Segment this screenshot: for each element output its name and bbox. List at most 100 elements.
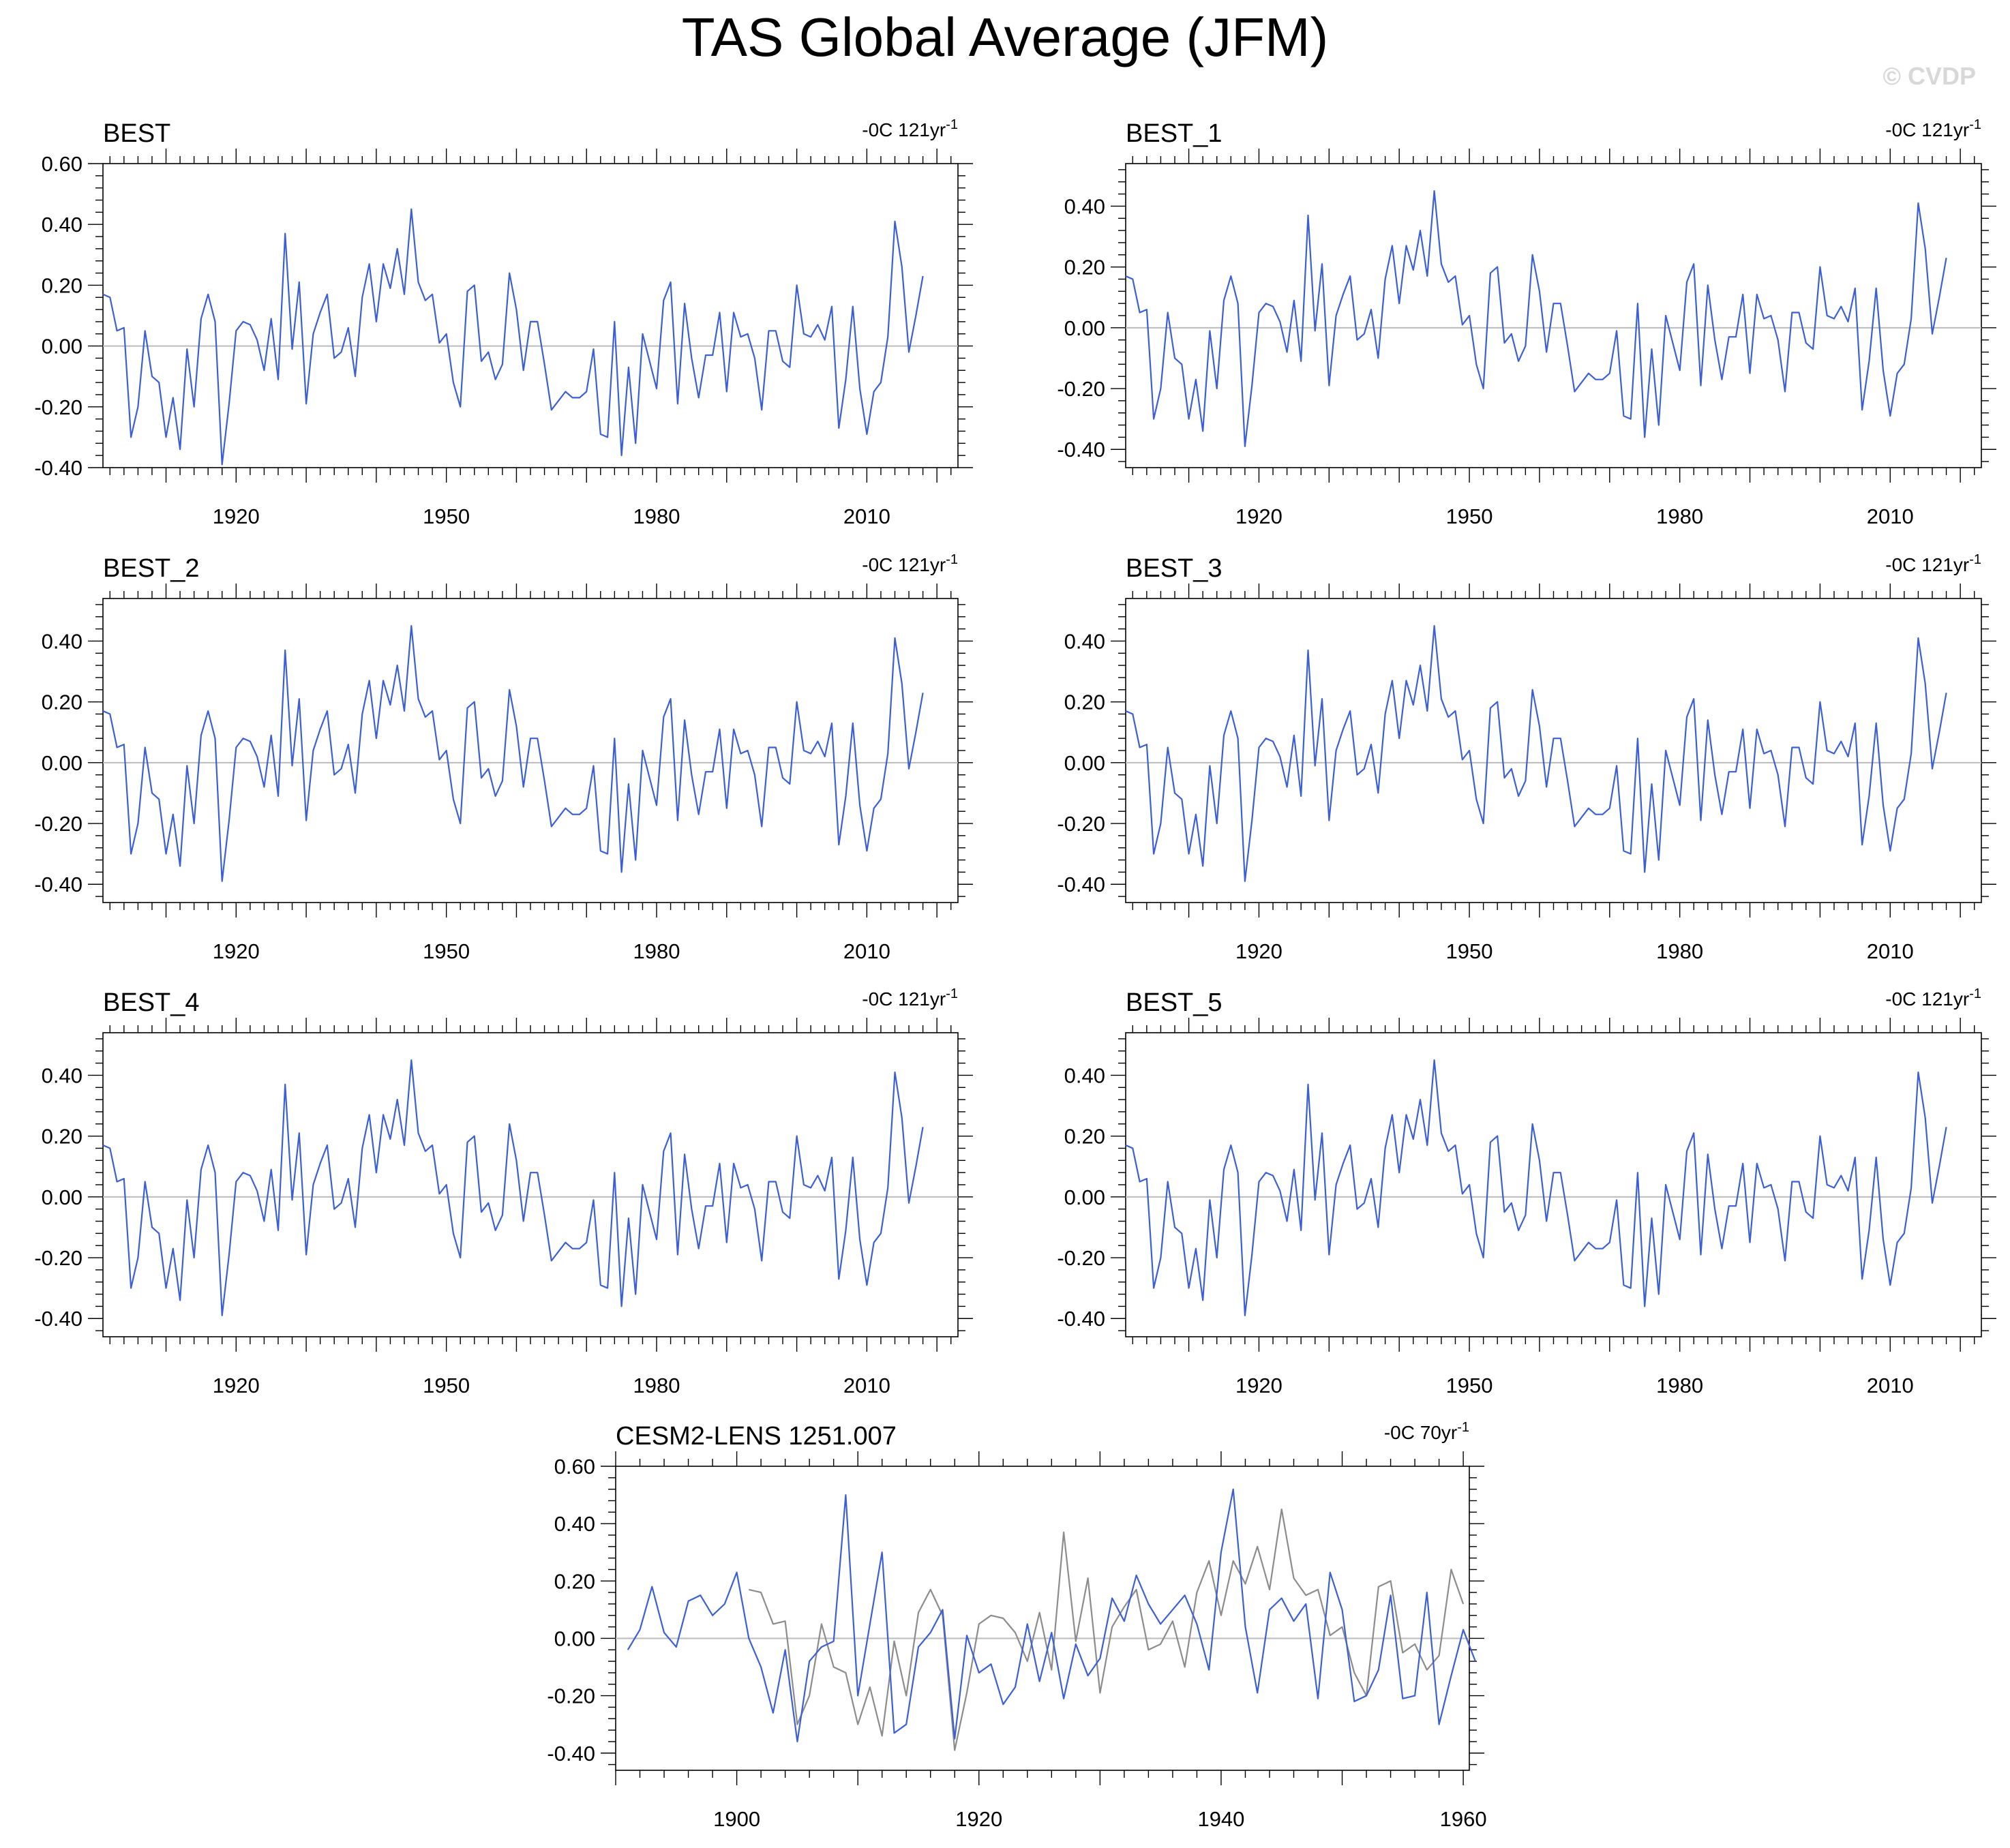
y-tick-label: 0.00	[1064, 316, 1105, 340]
y-tick-label: 0.60	[554, 1455, 595, 1479]
y-tick-label: 0.40	[42, 213, 82, 237]
x-tick-label: 2010	[1867, 504, 1914, 528]
panel-title: CESM2-LENS 1251.007	[616, 1422, 897, 1451]
series-line	[102, 624, 924, 882]
y-tick-label: 0.20	[1064, 256, 1105, 279]
y-tick-label: -0.20	[1057, 1246, 1105, 1270]
trend-label: -0C 121yr-1	[1885, 552, 1981, 575]
trend-label: -0C 70yr-1	[1384, 1420, 1469, 1443]
y-tick-label: -0.40	[34, 873, 82, 896]
y-tick-label: 0.40	[1064, 194, 1105, 218]
chart-panel-2: -0.40 -0.20 0.00 0.20 0.40 1920 1950 1980 2010 BE…	[1057, 117, 1996, 528]
y-tick-label: 0.40	[42, 1063, 82, 1087]
x-tick-label: 2010	[843, 504, 890, 528]
x-tick-label: 1920	[213, 504, 260, 528]
x-tick-label: 2010	[1867, 939, 1914, 963]
y-tick-label: 0.40	[1064, 629, 1105, 653]
y-tick-label: 0.40	[1064, 1063, 1105, 1087]
watermark: © CVDP	[1882, 62, 1976, 90]
trend-label: -0C 121yr-1	[862, 117, 958, 140]
x-tick-label: 1980	[633, 504, 680, 528]
x-tick-label: 1920	[955, 1807, 1002, 1831]
series-line	[1125, 190, 1947, 447]
trend-label: -0C 121yr-1	[1885, 117, 1981, 140]
y-tick-label: -0.20	[1057, 812, 1105, 836]
panel-title: BEST_3	[1126, 554, 1222, 583]
x-tick-label: 1920	[1235, 1374, 1282, 1397]
y-tick-label: -0.20	[34, 1246, 82, 1270]
x-tick-label: 1950	[423, 504, 470, 528]
x-tick-label: 1980	[633, 939, 680, 963]
x-tick-label: 1920	[1235, 504, 1282, 528]
x-tick-label: 2010	[843, 939, 890, 963]
y-tick-label: 0.20	[42, 1125, 82, 1149]
series-line	[102, 208, 924, 466]
trend-label: -0C 121yr-1	[1885, 986, 1981, 1010]
chart-panel-5: -0.40 -0.20 0.00 0.20 0.40 1920 1950 1980 2010 BE…	[34, 986, 973, 1397]
chart-panels: -0.40 -0.20 0.00 0.20 0.40 0.60 1920 1950 1980 20…	[34, 117, 1996, 1831]
series-line	[1125, 1059, 1947, 1316]
y-tick-label: 0.40	[42, 629, 82, 653]
y-tick-label: 0.20	[554, 1569, 595, 1593]
y-tick-label: 0.20	[1064, 1125, 1105, 1149]
panel-title: BEST_4	[103, 988, 200, 1017]
plot-frame	[1125, 598, 1982, 903]
y-tick-label: 0.00	[42, 1185, 82, 1209]
y-tick-label: 0.00	[1064, 1185, 1105, 1209]
y-tick-label: -0.40	[547, 1742, 595, 1766]
chart-panel-7: -0.40 -0.20 0.00 0.20 0.40 0.60 1900 1920 1940 19…	[547, 1420, 1486, 1831]
y-tick-label: 0.00	[1064, 751, 1105, 775]
x-tick-label: 1920	[1235, 939, 1282, 963]
y-tick-label: 0.60	[42, 152, 82, 176]
y-tick-label: -0.40	[34, 1307, 82, 1331]
panel-title: BEST_2	[103, 554, 200, 583]
x-tick-label: 1980	[1656, 939, 1703, 963]
plot-frame	[1125, 1032, 1982, 1337]
x-tick-label: 2010	[843, 1374, 890, 1397]
y-tick-label: -0.20	[1057, 377, 1105, 401]
x-tick-label: 1920	[213, 939, 260, 963]
trend-label: -0C 121yr-1	[862, 986, 958, 1010]
y-tick-label: 0.20	[1064, 691, 1105, 714]
series-line	[102, 1059, 924, 1316]
y-tick-label: -0.40	[1057, 438, 1105, 461]
x-tick-label: 1920	[213, 1374, 260, 1397]
y-tick-label: 0.00	[42, 335, 82, 359]
x-tick-label: 1950	[1446, 504, 1493, 528]
x-tick-label: 1950	[423, 1374, 470, 1397]
chart-panel-1: -0.40 -0.20 0.00 0.20 0.40 0.60 1920 1950 1980 20…	[34, 117, 973, 528]
chart-panel-3: -0.40 -0.20 0.00 0.20 0.40 1920 1950 1980 2010 BE…	[34, 552, 973, 963]
panel-title: BEST_5	[1126, 988, 1222, 1017]
x-tick-label: 1950	[1446, 939, 1493, 963]
y-tick-label: -0.20	[34, 395, 82, 419]
model-series-line	[627, 1488, 1476, 1742]
trend-label: -0C 121yr-1	[862, 552, 958, 575]
plot-frame	[1125, 163, 1982, 468]
x-tick-label: 1940	[1197, 1807, 1244, 1831]
y-tick-label: -0.40	[1057, 873, 1105, 896]
x-tick-label: 1980	[1656, 504, 1703, 528]
x-tick-label: 1960	[1440, 1807, 1487, 1831]
y-tick-label: -0.20	[34, 812, 82, 836]
page-title: TAS Global Average (JFM)	[682, 7, 1328, 67]
chart-panel-4: -0.40 -0.20 0.00 0.20 0.40 1920 1950 1980 2010 BE…	[1057, 552, 1996, 963]
x-tick-label: 1950	[1446, 1374, 1493, 1397]
y-tick-label: 0.00	[554, 1626, 595, 1650]
plot-frame	[615, 1466, 1470, 1771]
panel-title: BEST	[103, 119, 170, 148]
observations-line	[749, 1509, 1465, 1751]
chart-panel-6: -0.40 -0.20 0.00 0.20 0.40 1920 1950 1980 2010 BE…	[1057, 986, 1996, 1397]
x-tick-label: 1900	[713, 1807, 760, 1831]
y-tick-label: 0.40	[554, 1512, 595, 1536]
plot-frame	[102, 1032, 959, 1337]
x-tick-label: 1980	[633, 1374, 680, 1397]
y-tick-label: -0.20	[547, 1684, 595, 1708]
x-tick-label: 2010	[1867, 1374, 1914, 1397]
x-tick-label: 1950	[423, 939, 470, 963]
y-tick-label: -0.40	[34, 456, 82, 480]
y-tick-label: -0.40	[1057, 1307, 1105, 1331]
series-line	[1125, 624, 1947, 882]
panel-title: BEST_1	[1126, 119, 1222, 148]
y-tick-label: 0.20	[42, 691, 82, 714]
